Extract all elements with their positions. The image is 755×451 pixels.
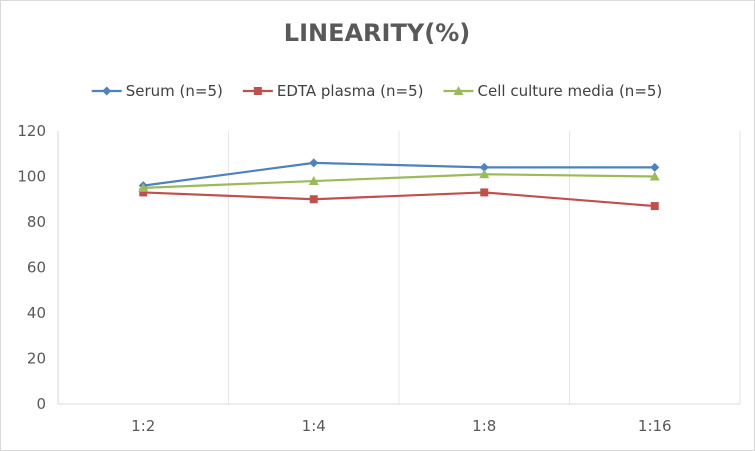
- legend-swatch-marker: [253, 87, 262, 95]
- data-point: [650, 202, 659, 211]
- legend-label: Cell culture media (n=5): [478, 82, 663, 100]
- legend-swatch-marker: [453, 86, 464, 95]
- data-point: [649, 171, 660, 181]
- x-tick-label: 1:8: [472, 417, 496, 435]
- data-point: [138, 182, 149, 192]
- data-point: [309, 195, 318, 204]
- series-line: [143, 161, 655, 187]
- chart-title: LINEARITY(%): [284, 19, 470, 47]
- series-2: [138, 169, 660, 192]
- data-point: [479, 162, 489, 172]
- data-point: [309, 158, 319, 168]
- legend-item-2: Cell culture media (n=5): [443, 82, 663, 100]
- legend-item-0: Serum (n=5): [91, 82, 223, 100]
- legend-label: Serum (n=5): [126, 82, 223, 100]
- x-tick-labels: 1:2 1:4 1:8 1:16: [131, 417, 671, 435]
- data-point: [650, 162, 660, 172]
- series-group: [138, 158, 660, 211]
- x-tick-label: 1:4: [302, 417, 326, 435]
- x-tick-label: 1:2: [131, 417, 155, 435]
- data-point: [479, 169, 490, 179]
- data-point: [139, 188, 148, 197]
- y-tick-label: 0: [36, 395, 46, 413]
- y-tick-label: 120: [17, 122, 46, 140]
- x-tick-label: 1:16: [638, 417, 672, 435]
- y-tick-label: 20: [27, 350, 46, 368]
- data-point: [308, 176, 319, 186]
- y-tick-label: 80: [27, 213, 46, 231]
- y-tick-label: 60: [27, 259, 46, 277]
- series-line: [143, 173, 655, 189]
- series-line: [143, 191, 655, 208]
- axes: [57, 131, 740, 405]
- y-tick-labels: 0 20 40 60 80 100 120: [17, 122, 46, 413]
- y-tick-label: 100: [17, 168, 46, 186]
- legend-label: EDTA plasma (n=5): [277, 82, 424, 100]
- series-1: [139, 188, 659, 211]
- data-point: [480, 188, 489, 197]
- legend-swatch-marker: [102, 86, 112, 96]
- y-tick-label: 40: [27, 304, 46, 322]
- grid-lines: [228, 131, 741, 404]
- legend-item-1: EDTA plasma (n=5): [242, 82, 424, 100]
- legend: Serum (n=5) EDTA plasma (n=5) Cell culture…: [91, 82, 663, 100]
